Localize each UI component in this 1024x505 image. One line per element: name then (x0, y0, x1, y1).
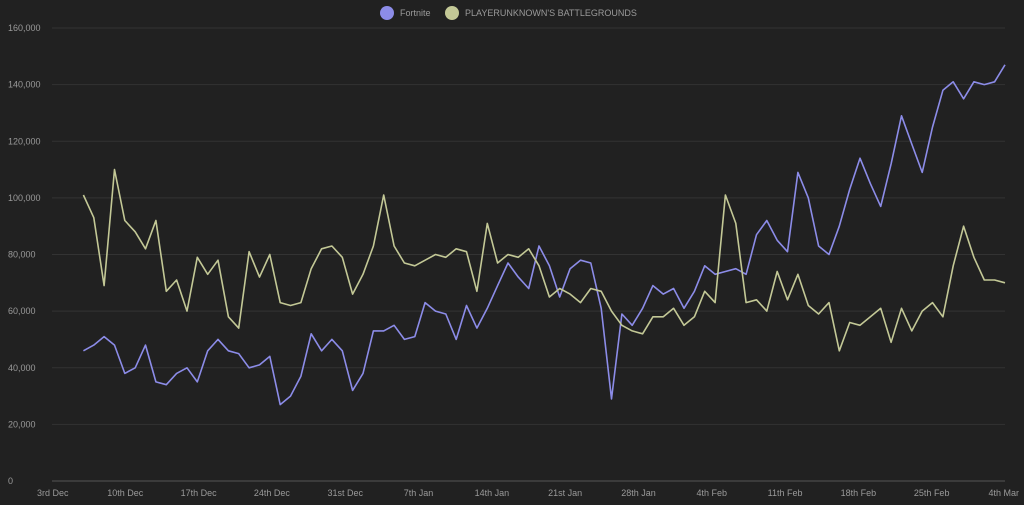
y-tick-label: 20,000 (8, 419, 36, 429)
legend-marker-1[interactable] (445, 6, 459, 20)
y-tick-label: 60,000 (8, 306, 36, 316)
x-tick-label: 21st Jan (548, 488, 582, 498)
legend[interactable]: Fortnite PLAYERUNKNOWN'S BATTLEGROUNDS (380, 6, 637, 20)
y-axis-tick-labels: 0 20,000 40,000 60,000 80,000 100,000 120,000 1… (8, 23, 41, 486)
y-tick-label: 0 (8, 476, 13, 486)
x-tick-label: 3rd Dec (37, 488, 69, 498)
legend-label-0[interactable]: Fortnite (400, 8, 431, 18)
x-axis-tick-labels: 3rd Dec 10th Dec 17th Dec 24th Dec 31st Dec 7… (37, 488, 1019, 498)
y-tick-label: 80,000 (8, 250, 36, 260)
x-tick-label: 4th Feb (697, 488, 728, 498)
x-tick-label: 25th Feb (914, 488, 950, 498)
x-tick-label: 11th Feb (768, 488, 803, 498)
y-tick-label: 40,000 (8, 363, 36, 373)
legend-marker-0[interactable] (380, 6, 394, 20)
x-tick-label: 31st Dec (327, 488, 363, 498)
y-tick-label: 120,000 (8, 136, 41, 146)
y-tick-label: 140,000 (8, 80, 41, 90)
x-tick-label: 14th Jan (475, 488, 510, 498)
y-tick-label: 160,000 (8, 23, 41, 33)
x-tick-label: 10th Dec (107, 488, 144, 498)
y-tick-label: 100,000 (8, 193, 41, 203)
series-line-1 (82, 168, 1006, 352)
x-tick-label: 7th Jan (404, 488, 434, 498)
x-tick-label: 28th Jan (621, 488, 656, 498)
series-lines (82, 64, 1006, 406)
legend-label-1[interactable]: PLAYERUNKNOWN'S BATTLEGROUNDS (465, 8, 637, 18)
x-tick-label: 17th Dec (181, 488, 218, 498)
x-tick-label: 24th Dec (254, 488, 291, 498)
x-tick-label: 4th Mar (988, 488, 1019, 498)
grid-lines (52, 27, 1005, 482)
x-tick-label: 18th Feb (841, 488, 877, 498)
series-line-0 (83, 64, 1006, 406)
